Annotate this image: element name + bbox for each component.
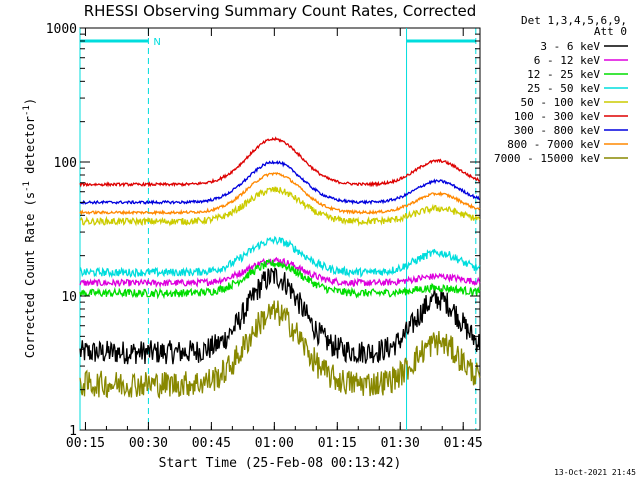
chart-title: RHESSI Observing Summary Count Rates, Co…	[84, 2, 477, 20]
annotation-0: N	[153, 37, 160, 48]
legend-label-2: 12 - 25 keV	[527, 68, 600, 81]
x-tick-label-0: 00:15	[66, 436, 105, 451]
legend-label-3: 25 - 50 keV	[527, 82, 600, 95]
legend-label-0: 3 - 6 keV	[540, 40, 600, 53]
series-line-3	[79, 235, 481, 279]
x-axis: 00:15 00:30 00:45 01:00 01:15 01:30 01:45	[66, 28, 483, 451]
y-tick-label-2: 100	[54, 156, 77, 171]
legend-header-1: Att 0	[594, 25, 627, 38]
legend-label-5: 100 - 300 keV	[514, 110, 600, 123]
y-axis-label-part-0: Corrected Count Rate (s	[23, 192, 37, 358]
x-tick-label-1: 00:30	[129, 436, 168, 451]
x-tick-label-6: 01:45	[444, 436, 483, 451]
series-line-2	[79, 258, 481, 300]
footer-date: 13-Oct-2021 21:45	[554, 468, 636, 477]
series-line-8	[79, 300, 481, 400]
legend-label-7: 800 - 7000 keV	[507, 138, 600, 151]
series-line-5	[79, 136, 480, 188]
legend-label-6: 300 - 800 keV	[514, 124, 600, 137]
y-axis: 1 10 100 1000	[46, 22, 480, 439]
y-tick-label-1: 10	[61, 290, 77, 305]
series-line-0	[79, 267, 481, 365]
legend-label-4: 50 - 100 keV	[521, 96, 601, 109]
series-line-6	[79, 159, 480, 206]
series-line-1	[79, 256, 481, 289]
x-tick-label-2: 00:45	[192, 436, 231, 451]
y-axis-label-part-1: -1	[22, 181, 32, 192]
plot-area: N	[79, 27, 481, 431]
y-axis-label: Corrected Count Rate (s-1 detector-1)	[22, 98, 37, 358]
series-line-4	[79, 186, 481, 227]
y-axis-label-part-2: detector	[23, 116, 37, 181]
y-tick-label-0: 1	[69, 424, 77, 439]
x-tick-label-3: 01:00	[255, 436, 294, 451]
y-axis-label-part-3: -1	[22, 105, 32, 116]
legend-label-8: 7000 - 15000 keV	[494, 152, 600, 165]
x-tick-label-4: 01:15	[318, 436, 357, 451]
x-tick-label-5: 01:30	[381, 436, 420, 451]
x-axis-label: Start Time (25-Feb-08 00:13:42)	[159, 456, 402, 471]
y-tick-label-3: 1000	[46, 22, 77, 37]
legend-header-0: Det 1,3,4,5,6,9,	[521, 14, 627, 27]
series-line-7	[79, 171, 481, 216]
legend-label-1: 6 - 12 keV	[534, 54, 601, 67]
y-axis-label-part-4: )	[23, 98, 37, 105]
